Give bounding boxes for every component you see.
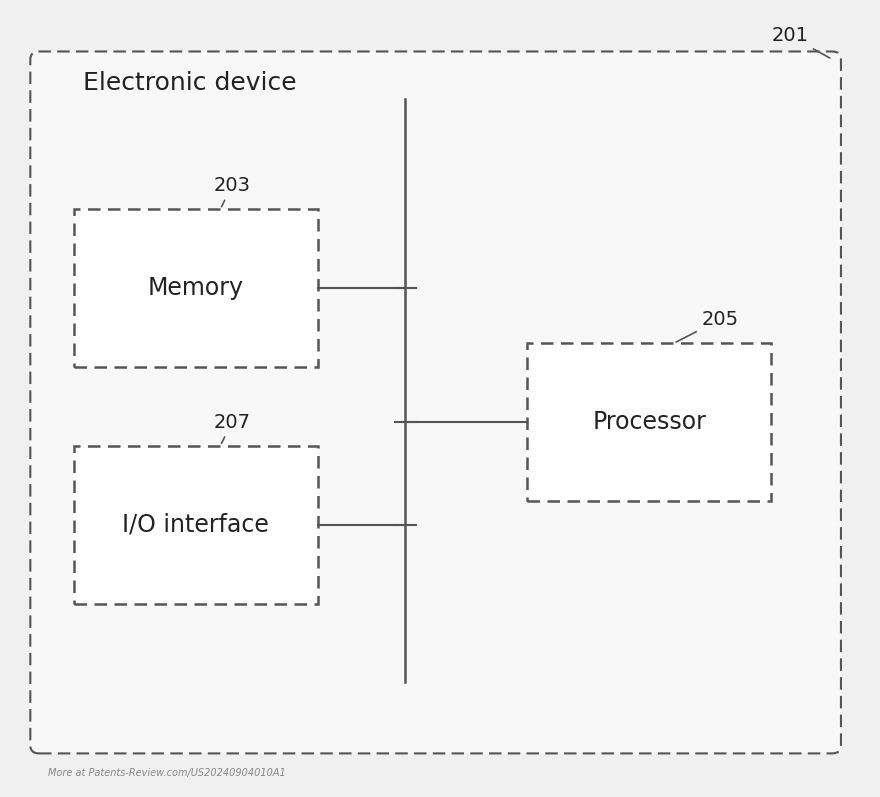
Text: 203: 203 bbox=[213, 176, 251, 206]
Text: Electronic device: Electronic device bbox=[83, 71, 297, 95]
FancyBboxPatch shape bbox=[74, 210, 318, 367]
FancyBboxPatch shape bbox=[74, 446, 318, 603]
Text: I/O interface: I/O interface bbox=[122, 512, 269, 536]
Text: 205: 205 bbox=[676, 310, 738, 342]
Text: Memory: Memory bbox=[148, 276, 244, 300]
Text: More at Patents-Review.com/US20240904010A1: More at Patents-Review.com/US20240904010… bbox=[48, 768, 285, 778]
Text: 201: 201 bbox=[771, 26, 830, 58]
Text: 207: 207 bbox=[213, 413, 251, 443]
FancyBboxPatch shape bbox=[527, 344, 771, 501]
FancyBboxPatch shape bbox=[30, 52, 841, 753]
Text: Processor: Processor bbox=[592, 410, 706, 434]
